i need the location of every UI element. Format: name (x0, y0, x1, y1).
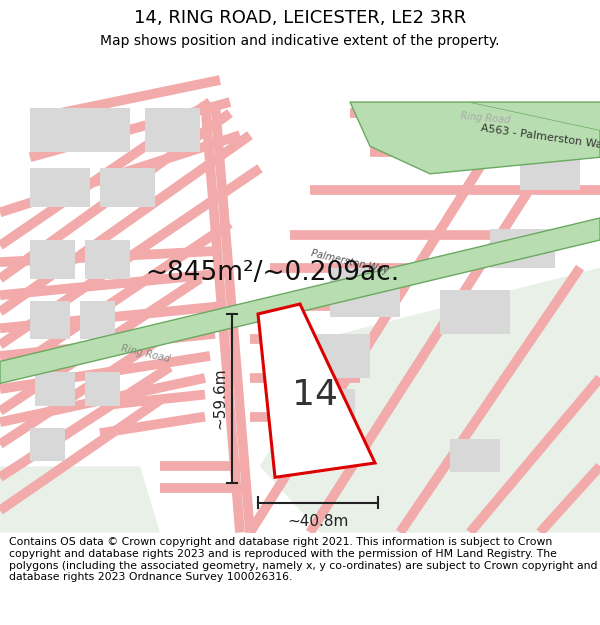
Polygon shape (295, 389, 355, 428)
Polygon shape (258, 304, 375, 478)
Polygon shape (0, 218, 600, 384)
Polygon shape (520, 152, 580, 191)
Polygon shape (350, 102, 600, 174)
Polygon shape (490, 229, 555, 268)
Polygon shape (30, 240, 75, 279)
Text: ~845m²/~0.209ac.: ~845m²/~0.209ac. (145, 260, 399, 286)
Polygon shape (330, 268, 400, 318)
Text: Ring Road: Ring Road (120, 343, 171, 364)
Polygon shape (145, 107, 200, 152)
Polygon shape (260, 268, 600, 532)
Polygon shape (440, 290, 510, 334)
Text: ~40.8m: ~40.8m (287, 514, 349, 529)
Text: Map shows position and indicative extent of the property.: Map shows position and indicative extent… (100, 34, 500, 48)
Polygon shape (0, 466, 160, 532)
Polygon shape (30, 301, 70, 339)
Polygon shape (450, 439, 500, 472)
Text: Contains OS data © Crown copyright and database right 2021. This information is : Contains OS data © Crown copyright and d… (9, 538, 598, 582)
Polygon shape (30, 168, 90, 207)
Polygon shape (30, 428, 65, 461)
Text: 14, RING ROAD, LEICESTER, LE2 3RR: 14, RING ROAD, LEICESTER, LE2 3RR (134, 9, 466, 28)
Text: A563 - Palmerston Way: A563 - Palmerston Way (480, 123, 600, 151)
Text: Palmerston Way: Palmerston Way (310, 248, 389, 276)
Polygon shape (85, 372, 120, 406)
Text: 14: 14 (292, 378, 338, 411)
Polygon shape (310, 334, 370, 378)
Polygon shape (85, 240, 130, 279)
Text: ~59.6m: ~59.6m (212, 368, 227, 429)
Polygon shape (80, 301, 115, 339)
Polygon shape (100, 168, 155, 207)
Text: Ring Road: Ring Road (460, 111, 511, 126)
Polygon shape (30, 107, 130, 152)
Polygon shape (470, 102, 600, 129)
Polygon shape (35, 372, 75, 406)
